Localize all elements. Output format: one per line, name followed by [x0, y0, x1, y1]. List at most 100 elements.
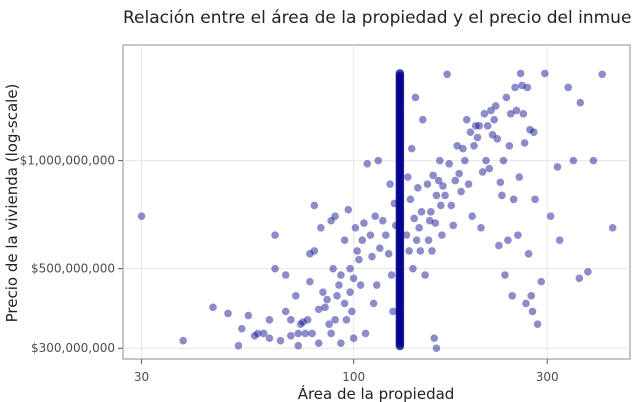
data-point-56 [351, 223, 360, 232]
data-point-76 [389, 307, 397, 316]
data-point-34 [319, 288, 327, 296]
data-point-25 [303, 316, 312, 324]
data-point-118 [459, 144, 467, 153]
data-point-132 [483, 122, 492, 130]
data-point-65 [368, 252, 376, 261]
data-point-166 [533, 320, 542, 329]
data-point-70 [376, 244, 384, 253]
data-point-85 [410, 214, 418, 223]
data-point-13 [271, 264, 279, 273]
data-point-95 [424, 236, 433, 245]
data-point-46 [337, 271, 345, 279]
data-point-48 [340, 236, 349, 245]
data-point-105 [435, 156, 444, 165]
data-point-78 [391, 221, 400, 230]
data-point-170 [553, 163, 562, 171]
data-point-38 [327, 329, 335, 338]
data-point-117 [457, 187, 465, 196]
data-point-79 [402, 231, 411, 239]
data-point-124 [470, 141, 478, 150]
data-point-26 [306, 249, 314, 258]
data-point-39 [327, 216, 335, 225]
data-point-161 [526, 125, 534, 134]
data-point-175 [576, 98, 585, 107]
data-point-74 [386, 180, 394, 188]
data-point-24 [301, 329, 310, 338]
data-point-116 [455, 169, 463, 178]
data-point-140 [496, 178, 505, 187]
data-point-86 [411, 93, 420, 102]
data-point-101 [431, 219, 440, 227]
point-column [395, 69, 405, 351]
data-point-163 [528, 307, 537, 316]
data-point-61 [360, 219, 368, 227]
data-point-119 [461, 156, 469, 165]
data-point-57 [353, 247, 361, 255]
data-point-1 [179, 336, 188, 345]
data-point-35 [321, 303, 329, 312]
data-point-23 [299, 318, 307, 326]
data-point-179 [608, 223, 617, 232]
data-point-7 [250, 331, 259, 340]
data-point-122 [466, 128, 475, 137]
data-point-99 [429, 171, 437, 180]
data-point-90 [416, 247, 425, 255]
data-point-59 [356, 281, 365, 289]
data-point-62 [361, 329, 370, 338]
data-point-176 [584, 267, 592, 276]
data-point-109 [441, 191, 449, 200]
data-point-126 [473, 133, 482, 142]
data-point-130 [480, 110, 489, 118]
data-point-149 [509, 195, 518, 204]
data-point-94 [423, 180, 432, 188]
data-point-139 [495, 241, 503, 250]
data-point-14 [276, 336, 285, 345]
data-point-120 [462, 115, 471, 124]
data-point-129 [478, 168, 487, 176]
data-point-41 [331, 316, 339, 324]
data-point-27 [306, 277, 314, 286]
data-point-18 [287, 316, 295, 324]
data-point-82 [406, 195, 415, 204]
data-point-17 [287, 331, 295, 340]
data-point-68 [372, 281, 381, 289]
data-point-12 [271, 231, 279, 239]
data-point-136 [490, 115, 498, 124]
data-point-123 [468, 212, 477, 221]
data-point-42 [331, 212, 339, 221]
data-point-66 [369, 299, 378, 308]
data-point-125 [471, 122, 480, 130]
data-point-92 [418, 115, 427, 124]
data-point-148 [508, 292, 517, 300]
data-point-50 [344, 205, 353, 214]
data-point-171 [555, 236, 564, 245]
data-point-81 [405, 247, 413, 255]
data-point-154 [516, 69, 525, 78]
data-point-60 [358, 236, 367, 245]
data-point-159 [523, 83, 532, 92]
data-point-102 [432, 191, 441, 200]
data-point-135 [488, 131, 497, 139]
data-point-58 [355, 255, 363, 264]
data-point-169 [546, 212, 555, 221]
data-point-91 [417, 208, 426, 216]
data-point-131 [482, 156, 490, 165]
data-point-113 [449, 221, 458, 230]
data-point-0 [137, 212, 146, 221]
data-point-77 [390, 199, 399, 208]
data-point-84 [409, 264, 417, 273]
data-point-142 [499, 156, 508, 165]
data-point-152 [514, 231, 522, 239]
data-point-45 [337, 339, 345, 347]
y-tick-label-0: $300,000,000 [31, 341, 115, 355]
data-point-137 [491, 102, 500, 110]
data-point-80 [404, 173, 412, 181]
data-point-121 [464, 180, 473, 188]
data-point-4 [234, 341, 243, 350]
data-point-40 [329, 264, 337, 273]
data-point-52 [346, 264, 354, 273]
data-point-32 [314, 305, 323, 314]
data-point-160 [524, 249, 533, 258]
data-point-96 [425, 216, 434, 225]
data-point-162 [527, 292, 536, 300]
